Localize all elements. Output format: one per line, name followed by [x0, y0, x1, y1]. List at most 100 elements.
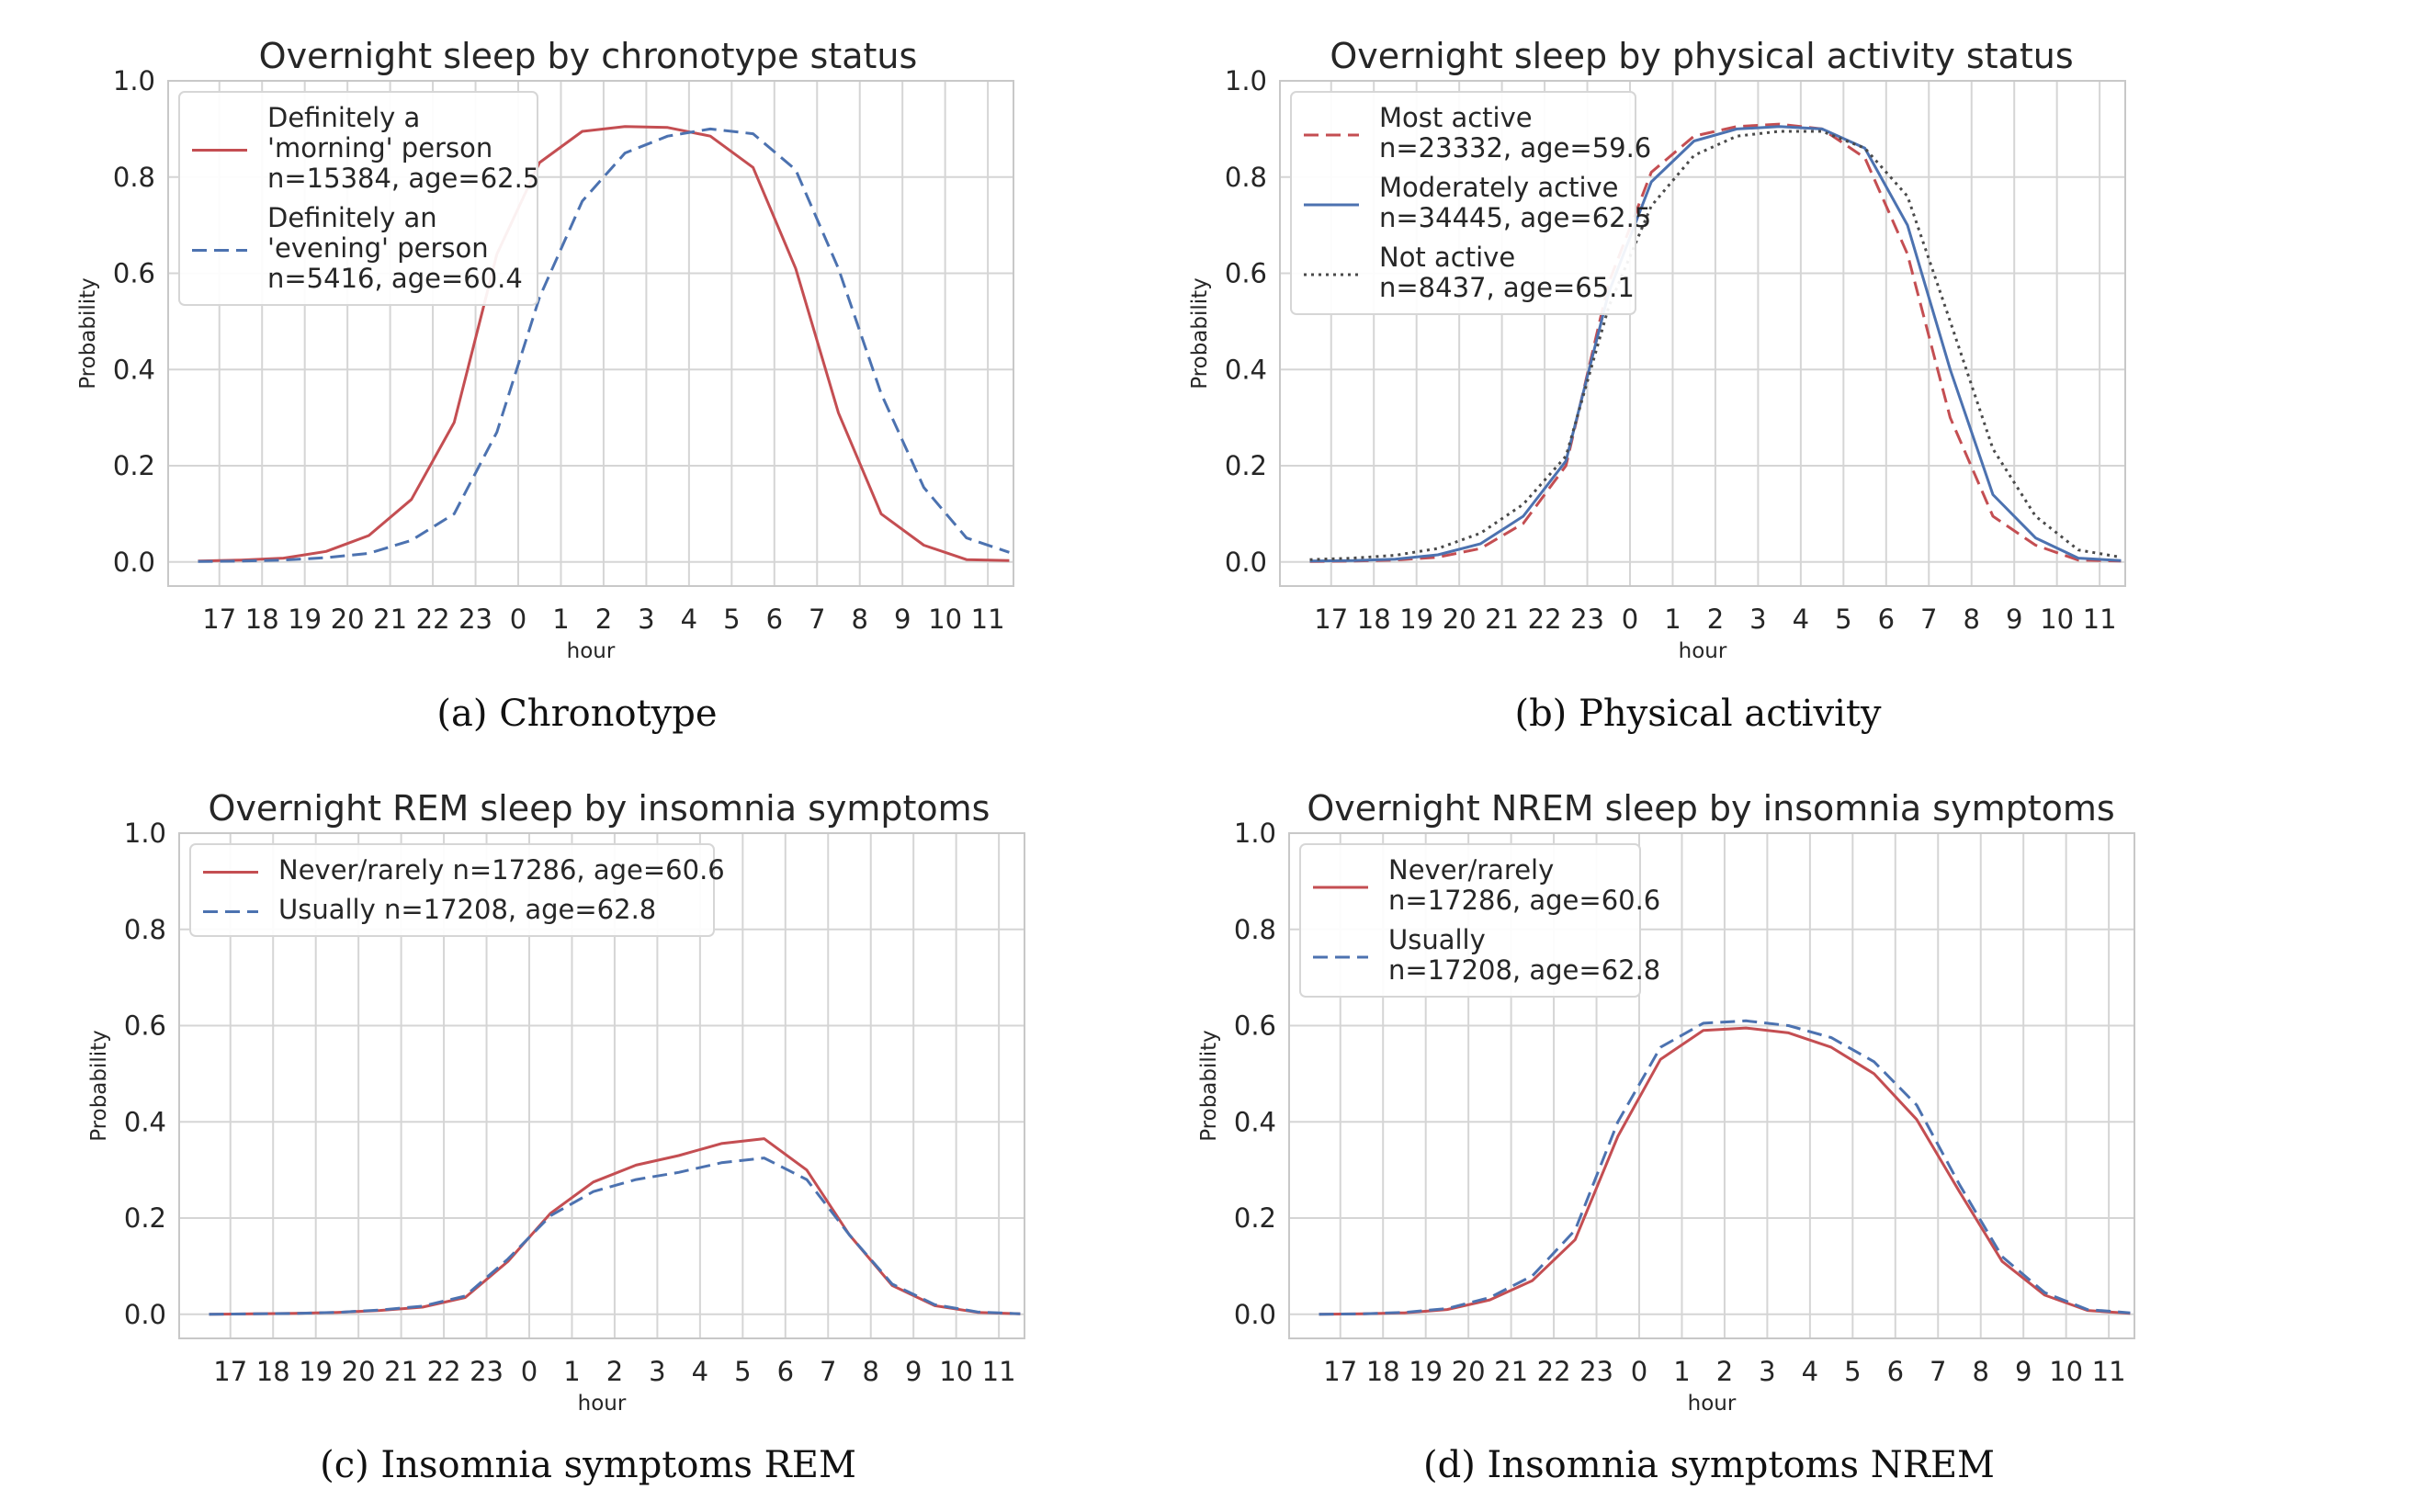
x-tick-label: 7	[1920, 604, 1937, 635]
x-tick-label: 0	[1631, 1356, 1647, 1387]
y-tick-label: 0.0	[124, 1299, 166, 1330]
legend-entry-line: n=17286, age=60.6	[1388, 885, 1660, 916]
y-axis-label: Probability	[76, 277, 100, 389]
legend-box	[1290, 91, 1636, 315]
x-tick-label: 17	[213, 1356, 247, 1387]
legend-entry-line: n=17208, age=62.8	[1388, 954, 1660, 986]
x-tick-label: 21	[1494, 1356, 1528, 1387]
y-tick-label: 1.0	[1234, 818, 1276, 849]
x-tick-label: 11	[982, 1356, 1016, 1387]
legend-entry-line: 'evening' person	[267, 232, 489, 264]
x-tick-label: 23	[458, 604, 492, 635]
legend-box	[189, 843, 715, 937]
legend-entry-line: n=23332, age=59.6	[1379, 132, 1651, 164]
x-tick-label: 22	[416, 604, 450, 635]
figure-caption: (d) Insomnia symptoms NREM	[1423, 1444, 1995, 1486]
series-line-2	[198, 127, 1010, 563]
legend-entry-2: Usually n=17208, age=62.8	[1388, 924, 1660, 986]
x-tick-label: 1	[563, 1356, 580, 1387]
x-tick-label: 7	[809, 604, 825, 635]
x-tick-label: 19	[288, 604, 322, 635]
series-line-2	[1309, 125, 2122, 563]
series-line-2	[209, 1157, 1021, 1316]
x-tick-label: 4	[1793, 604, 1809, 635]
x-tick-label: 19	[1399, 604, 1433, 635]
legend-entry-2: Definitely an'evening' person n=5416, age…	[267, 202, 523, 294]
x-tick-label: 1	[1664, 604, 1681, 635]
legend-entry-1: Most active n=23332, age=59.6	[1379, 102, 1651, 164]
x-tick-label: 0	[1622, 604, 1638, 635]
legend-entry-1: Never/rarely n=17286, age=60.6	[278, 854, 725, 886]
x-tick-label: 8	[1973, 1356, 1989, 1387]
x-axis-label: hour	[567, 639, 616, 663]
x-tick-label: 3	[649, 1356, 665, 1387]
chart-title: Overnight sleep by chronotype status	[259, 36, 918, 76]
y-tick-label: 1.0	[1225, 65, 1267, 96]
legend-entry-line: Moderately active	[1379, 172, 1619, 203]
x-tick-label: 21	[1485, 604, 1519, 635]
y-tick-label: 0.0	[1225, 547, 1267, 578]
x-tick-label: 3	[1759, 1356, 1775, 1387]
x-tick-label: 18	[1357, 604, 1391, 635]
x-tick-label: 22	[1537, 1356, 1571, 1387]
x-tick-label: 4	[1802, 1356, 1818, 1387]
x-tick-label: 22	[1528, 604, 1562, 635]
chart-title: Overnight sleep by physical activity sta…	[1330, 36, 2073, 76]
x-tick-label: 18	[256, 1356, 290, 1387]
y-tick-label: 0.6	[1225, 258, 1267, 289]
legend-entry-3: Not active n=8437, age=65.1	[1379, 242, 1635, 303]
plot-frame	[1288, 832, 2135, 1339]
x-tick-label: 3	[638, 604, 654, 635]
x-tick-label: 20	[342, 1356, 376, 1387]
y-tick-label: 0.6	[124, 1010, 166, 1042]
x-tick-label: 20	[1452, 1356, 1486, 1387]
chart-panel-1: 17 18 19 20 21 22 23 0 1 2 3 4 5 6 7 8 9 10 110.00.20.40.6…	[76, 36, 1014, 735]
x-tick-label: 11	[2083, 604, 2117, 635]
y-tick-label: 0.2	[1225, 450, 1267, 481]
x-tick-label: 11	[971, 604, 1005, 635]
legend-entry-line: Definitely a	[267, 102, 420, 133]
x-tick-label: 2	[1716, 1356, 1733, 1387]
x-tick-label: 8	[1964, 604, 1980, 635]
y-tick-label: 1.0	[124, 818, 166, 849]
plot-frame	[167, 80, 1014, 587]
y-tick-label: 0.0	[113, 547, 155, 578]
x-tick-label: 23	[470, 1356, 504, 1387]
legend-entry-1: Never/rarely n=17286, age=60.6	[1388, 854, 1660, 916]
x-tick-label: 2	[1707, 604, 1724, 635]
x-tick-label: 6	[1887, 1356, 1904, 1387]
plot-frame	[1279, 80, 2126, 587]
y-tick-label: 0.2	[1234, 1202, 1276, 1234]
legend-entry-line: 'morning' person	[267, 132, 492, 164]
y-tick-label: 0.4	[1234, 1106, 1276, 1137]
legend-entry-line: n=15384, age=62.5	[267, 163, 539, 194]
x-tick-label: 4	[692, 1356, 708, 1387]
y-tick-label: 0.6	[1234, 1010, 1276, 1042]
x-tick-label: 10	[939, 1356, 973, 1387]
x-tick-label: 5	[723, 604, 740, 635]
y-tick-label: 0.4	[124, 1106, 166, 1137]
y-tick-label: 0.8	[124, 914, 166, 945]
x-tick-label: 5	[1835, 604, 1851, 635]
legend-entry-line: Most active	[1379, 102, 1533, 133]
x-tick-label: 10	[2049, 1356, 2083, 1387]
x-tick-label: 21	[384, 1356, 418, 1387]
plot-frame	[178, 832, 1025, 1339]
legend-entry-line: n=5416, age=60.4	[267, 263, 523, 294]
y-tick-label: 0.8	[113, 162, 155, 193]
series-line-2	[1319, 1019, 2131, 1316]
x-tick-label: 6	[766, 604, 783, 635]
x-tick-label: 9	[2015, 1356, 2032, 1387]
legend-entry-line: Usually	[1388, 924, 1486, 955]
chart-panel-4: 17 18 19 20 21 22 23 0 1 2 3 4 5 6 7 8 9 10 110.00.20.40.6…	[1197, 788, 2135, 1486]
chart-panel-3: 17 18 19 20 21 22 23 0 1 2 3 4 5 6 7 8 9 10 110.00.20.40.6…	[87, 788, 1025, 1486]
figure-caption: (c) Insomnia symptoms REM	[320, 1444, 856, 1486]
x-tick-label: 9	[2006, 604, 2022, 635]
series-line-1	[198, 125, 1010, 563]
x-tick-label: 2	[606, 1356, 623, 1387]
x-axis-label: hour	[1688, 1392, 1737, 1416]
legend: Never/rarely n=17286, age=60.6 Usually n=…	[189, 843, 725, 937]
y-axis-label: Probability	[87, 1030, 111, 1142]
